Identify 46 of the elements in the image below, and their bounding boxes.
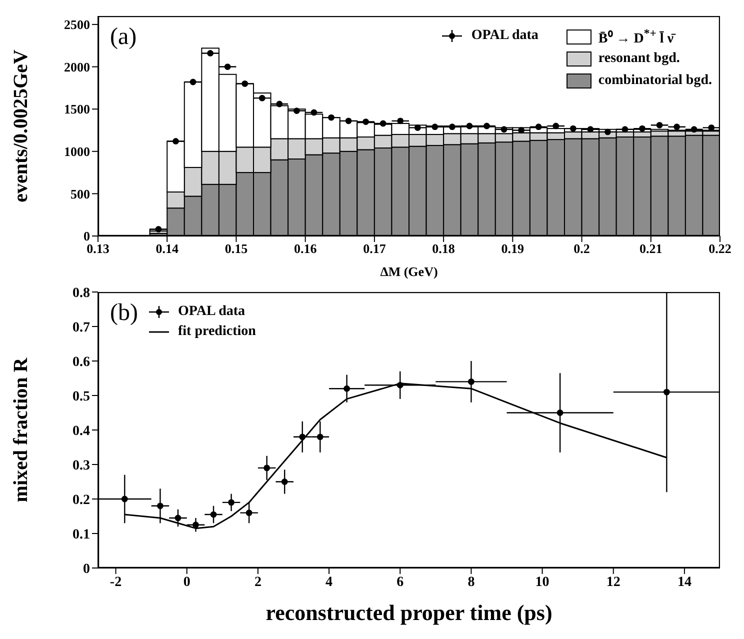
x-tick-label: 0.22 (708, 241, 732, 256)
y-tick-label: 1000 (64, 144, 90, 159)
legend-label: OPAL data (178, 304, 246, 320)
x-tick-label: 0.14 (156, 241, 179, 256)
y-tick-label: 0.3 (72, 458, 90, 474)
annotation: (a) (110, 24, 137, 51)
y-tick-label: 0.7 (72, 320, 90, 336)
x-tick-label: 0.15 (224, 241, 248, 256)
x-tick-label: 0.17 (363, 241, 386, 256)
legend-label: OPAL data (471, 28, 538, 44)
y-tick-label: 0.5 (72, 389, 90, 404)
annotation: (b) (110, 300, 138, 327)
legend-label: B̄⁰ → D$^{*+}$ l̄ ν̄ (598, 26, 674, 48)
x-tick-label: 6 (396, 574, 404, 590)
x-tick-label: 0.19 (501, 241, 525, 256)
x-tick-label: 0.18 (432, 241, 456, 256)
y-tick-label: 0.1 (72, 527, 90, 542)
y-tick-label: 0.2 (72, 492, 90, 508)
x-tick-label: 0 (183, 574, 190, 590)
legend-label: resonant bgd. (598, 51, 680, 67)
y-tick-label: 2500 (64, 17, 90, 32)
x-tick-label: 0.21 (640, 241, 662, 256)
x-axis-title: ΔM (GeV) (380, 264, 438, 279)
y-axis-title: events/0.0025GeV (10, 49, 32, 202)
x-tick-label: 2 (254, 574, 262, 590)
x-tick-label: 0.13 (86, 241, 110, 256)
y-tick-label: 0 (84, 228, 90, 244)
x-tick-label: 14 (677, 574, 692, 590)
x-tick-label: 0.16 (294, 241, 318, 256)
x-tick-label: 10 (535, 574, 550, 590)
y-tick-label: 0.8 (72, 286, 90, 301)
x-tick-label: -2 (110, 574, 122, 590)
y-tick-label: 0 (83, 562, 90, 577)
y-tick-label: 2000 (64, 59, 90, 74)
x-tick-label: 4 (326, 574, 333, 590)
legend-label: fit prediction (178, 324, 256, 340)
y-tick-label: 0.6 (72, 354, 90, 370)
x-tick-label: 0.2 (574, 241, 590, 256)
x-tick-label: 8 (468, 574, 475, 590)
legend-label: combinatorial bgd. (598, 73, 712, 89)
y-tick-label: 1500 (64, 102, 90, 117)
x-axis-title: reconstructed proper time (ps) (266, 600, 552, 625)
y-axis-title: mixed fraction R (10, 357, 32, 502)
x-tick-label: 12 (606, 574, 620, 590)
y-tick-label: 500 (70, 186, 90, 202)
y-tick-label: 0.4 (72, 424, 90, 439)
